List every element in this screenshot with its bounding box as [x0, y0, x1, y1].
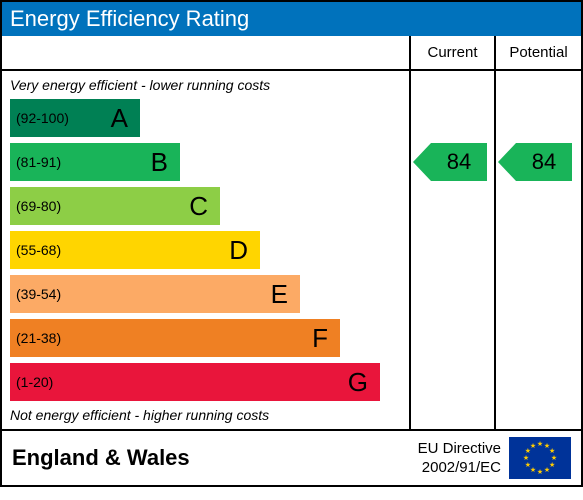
- band-range: (69-80): [16, 198, 61, 214]
- footer-region: England & Wales: [12, 445, 418, 471]
- bands-area: Very energy efficient - lower running co…: [2, 71, 411, 429]
- band-bar: (21-38) F: [10, 319, 340, 357]
- band-letter: G: [348, 367, 368, 398]
- band-range: (1-20): [16, 374, 53, 390]
- bands-container: (92-100) A (81-91) B (69-80) C (55-68) D (39-54)…: [10, 99, 409, 401]
- arrow-head-icon: [498, 143, 516, 181]
- band-b: (81-91) B: [10, 143, 409, 181]
- header-potential: Potential: [496, 36, 581, 69]
- band-letter: B: [151, 147, 168, 178]
- band-range: (55-68): [16, 242, 61, 258]
- eu-flag-icon: ★★★★★★★★★★★★: [509, 437, 571, 479]
- star-icon: ★: [525, 461, 531, 469]
- star-icon: ★: [544, 466, 550, 474]
- rating-marker: 84: [498, 143, 572, 181]
- band-letter: F: [312, 323, 328, 354]
- directive-line2: 2002/91/EC: [422, 459, 501, 476]
- star-icon: ★: [530, 442, 536, 450]
- subtitle-top: Very energy efficient - lower running co…: [10, 77, 409, 93]
- marker-value: 84: [431, 143, 487, 181]
- subtitle-bottom: Not energy efficient - higher running co…: [10, 407, 409, 423]
- band-bar: (1-20) G: [10, 363, 380, 401]
- directive-line1: EU Directive: [418, 440, 501, 457]
- band-letter: D: [229, 235, 248, 266]
- header-current: Current: [411, 36, 496, 69]
- current-column: 84: [411, 71, 496, 429]
- potential-column: 84: [496, 71, 581, 429]
- footer-row: England & Wales EU Directive 2002/91/EC …: [2, 431, 581, 485]
- epc-chart: Energy Efficiency Rating Current Potenti…: [0, 0, 583, 487]
- band-f: (21-38) F: [10, 319, 409, 357]
- band-range: (81-91): [16, 154, 61, 170]
- band-range: (92-100): [16, 110, 69, 126]
- band-letter: A: [111, 103, 128, 134]
- band-bar: (39-54) E: [10, 275, 300, 313]
- band-bar: (92-100) A: [10, 99, 140, 137]
- band-g: (1-20) G: [10, 363, 409, 401]
- band-letter: E: [271, 279, 288, 310]
- main-row: Very energy efficient - lower running co…: [2, 71, 581, 431]
- chart-title: Energy Efficiency Rating: [10, 6, 249, 31]
- arrow-head-icon: [413, 143, 431, 181]
- band-d: (55-68) D: [10, 231, 409, 269]
- band-e: (39-54) E: [10, 275, 409, 313]
- rating-marker: 84: [413, 143, 487, 181]
- star-icon: ★: [523, 454, 529, 462]
- header-spacer: [2, 36, 411, 69]
- footer-directive: EU Directive 2002/91/EC: [418, 439, 501, 478]
- band-bar: (81-91) B: [10, 143, 180, 181]
- star-icon: ★: [537, 440, 543, 448]
- band-range: (39-54): [16, 286, 61, 302]
- band-letter: C: [189, 191, 208, 222]
- band-c: (69-80) C: [10, 187, 409, 225]
- marker-value: 84: [516, 143, 572, 181]
- band-bar: (69-80) C: [10, 187, 220, 225]
- title-bar: Energy Efficiency Rating: [2, 2, 581, 36]
- band-a: (92-100) A: [10, 99, 409, 137]
- band-bar: (55-68) D: [10, 231, 260, 269]
- header-row: Current Potential: [2, 36, 581, 71]
- star-icon: ★: [537, 468, 543, 476]
- band-range: (21-38): [16, 330, 61, 346]
